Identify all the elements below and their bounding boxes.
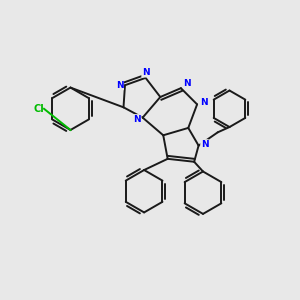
Text: N: N xyxy=(201,140,208,148)
Text: N: N xyxy=(134,115,141,124)
Text: N: N xyxy=(184,79,191,88)
Text: N: N xyxy=(200,98,207,107)
Text: N: N xyxy=(116,81,124,90)
Text: Cl: Cl xyxy=(34,104,44,114)
Text: N: N xyxy=(142,68,149,77)
